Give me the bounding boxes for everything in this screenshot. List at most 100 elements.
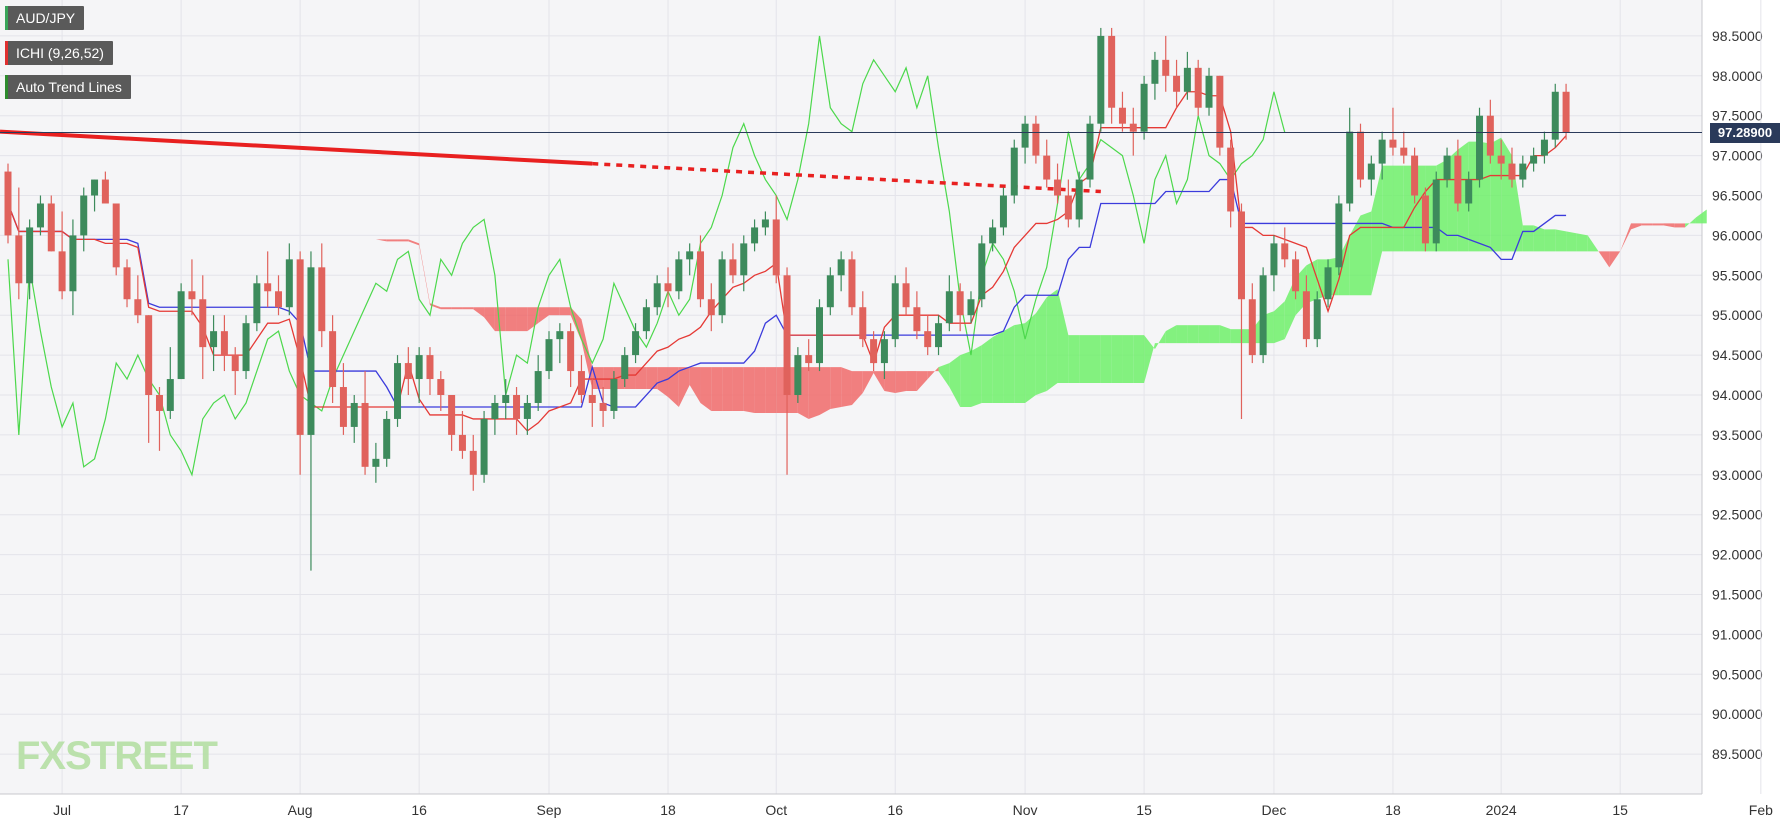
candle-body <box>696 251 704 300</box>
candle-body <box>599 402 607 411</box>
candle-body <box>15 235 23 284</box>
candle-body <box>1421 195 1429 244</box>
x-tick-label: 16 <box>887 802 903 818</box>
candle-body <box>264 283 272 292</box>
candle-body <box>91 179 99 196</box>
trend-line-solid <box>0 129 593 166</box>
legend-symbol[interactable]: AUD/JPY <box>5 6 85 30</box>
y-tick-label: 90.0000 <box>1712 706 1763 722</box>
ichimoku-cloud-segment <box>970 345 982 407</box>
ichimoku-cloud-segment <box>1501 137 1512 252</box>
candle-body <box>188 291 196 300</box>
candle-body <box>199 299 207 348</box>
candle-body <box>1183 67 1191 92</box>
ichimoku-cloud-segment <box>1035 297 1047 396</box>
candle-body <box>220 331 228 356</box>
ichimoku-cloud-segment <box>516 307 528 332</box>
candle-body <box>718 259 726 316</box>
ichimoku-cloud-segment <box>992 331 1004 403</box>
ichimoku-cloud-segment <box>1609 251 1621 268</box>
candle-body <box>1237 211 1245 300</box>
ichimoku-cloud-segment <box>1695 209 1707 224</box>
ichimoku-cloud-segment <box>1620 223 1631 252</box>
candle-body <box>361 402 369 467</box>
legend-indicator[interactable]: ICHI (9,26,52) <box>5 41 113 65</box>
candle-body <box>101 179 109 204</box>
y-tick-label: 91.0000 <box>1712 626 1763 642</box>
ichimoku-cloud-segment <box>1576 233 1588 252</box>
y-tick-label: 89.5000 <box>1712 746 1763 762</box>
candle-body <box>1346 131 1354 204</box>
ichimoku-cloud-segment <box>862 371 874 394</box>
candle-body <box>426 355 434 380</box>
ichimoku-cloud-segment <box>289 203 301 232</box>
candle-body <box>805 355 813 364</box>
ichimoku-cloud-segment <box>484 307 495 332</box>
x-tick-label: Dec <box>1261 802 1286 818</box>
candle-body <box>155 395 163 411</box>
x-tick-label: Aug <box>288 802 313 818</box>
candle-body <box>902 283 910 308</box>
candle-body <box>729 259 737 276</box>
candle-body <box>502 395 510 403</box>
ichimoku-cloud-segment <box>527 307 539 332</box>
candle-body <box>1335 203 1343 268</box>
legend-trendlines[interactable]: Auto Trend Lines <box>5 75 131 99</box>
candle-body <box>761 219 769 228</box>
fxstreet-logo: FXSTREET <box>16 734 218 778</box>
ichimoku-cloud-segment <box>700 367 712 411</box>
ichimoku-cloud-segment <box>451 307 463 310</box>
ichimoku-cloud-segment <box>1165 325 1177 344</box>
y-tick-label: 94.0000 <box>1712 387 1763 403</box>
candle-body <box>1118 107 1126 124</box>
ichimoku-cloud-segment <box>1154 331 1166 350</box>
ichimoku-cloud-segment <box>841 367 852 407</box>
candle-body <box>577 371 585 396</box>
candle-body <box>783 275 791 396</box>
candle-body <box>1194 67 1202 108</box>
ichimoku-cloud-segment <box>1144 335 1155 384</box>
candle-body <box>523 402 531 419</box>
ichimoku-cloud-segment <box>1273 301 1285 344</box>
ichimoku-cloud-segment <box>1371 165 1383 296</box>
candle-body <box>686 251 694 260</box>
candle-body <box>296 259 304 435</box>
candle-body <box>4 171 12 236</box>
candle-body <box>134 299 142 316</box>
ichimoku-cloud-segment <box>1079 335 1090 384</box>
ichimoku-cloud-segment <box>1382 165 1393 252</box>
ichimoku-cloud-segment <box>819 367 831 415</box>
x-tick-label: Jul <box>53 802 71 818</box>
candle-body <box>675 259 683 292</box>
candle-body <box>1173 75 1181 92</box>
ichimoku-cloud-segment <box>1566 231 1577 252</box>
ichimoku-cloud-segment <box>429 303 441 310</box>
y-tick-label: 92.0000 <box>1712 547 1763 563</box>
y-tick-label: 96.0000 <box>1712 227 1763 243</box>
candle-body <box>1313 299 1321 340</box>
candle-body <box>794 355 802 396</box>
ichimoku-cloud-segment <box>505 307 517 332</box>
candle-body <box>1486 115 1494 156</box>
candle-body <box>1281 243 1289 260</box>
ichimoku-cloud-segment <box>408 239 420 246</box>
candle-body <box>999 195 1007 228</box>
ichimoku-cloud-segment <box>1187 325 1199 344</box>
ichimoku-cloud-segment <box>1349 215 1361 296</box>
candle-body <box>1054 179 1062 196</box>
candle-body <box>404 363 412 380</box>
candle-body <box>978 243 986 300</box>
candle-body <box>415 355 423 380</box>
candle-body <box>870 339 878 364</box>
y-tick-label: 90.5000 <box>1712 666 1763 682</box>
ichimoku-cloud-segment <box>1685 217 1696 228</box>
ichimoku-cloud-segment <box>960 351 971 407</box>
candle-body <box>1530 155 1538 164</box>
ichimoku-cloud-segment <box>1176 325 1188 344</box>
ichimoku-cloud-segment <box>646 367 658 390</box>
ichimoku-cloud-segment <box>689 367 701 403</box>
candle-body <box>1216 75 1224 148</box>
ichimoku-cloud-segment <box>559 307 571 316</box>
y-tick-label: 96.5000 <box>1712 188 1763 204</box>
